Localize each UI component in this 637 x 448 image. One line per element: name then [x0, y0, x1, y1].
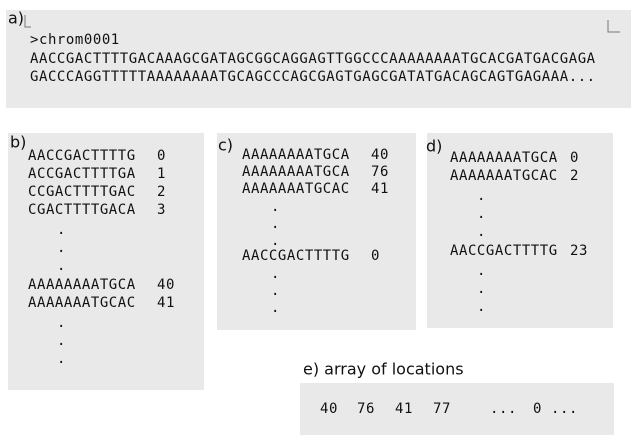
- location: 77: [433, 401, 451, 417]
- suffix: AAAAAAAATGCA: [450, 150, 558, 166]
- suffix: AAAAAAAATGCA: [242, 164, 350, 180]
- panel-label: e) array of locations: [303, 360, 464, 379]
- ellipsis-dot: .: [271, 283, 280, 299]
- panel-d-box: [427, 133, 613, 328]
- ellipsis-dot: .: [57, 222, 66, 238]
- panel-e-box: [300, 383, 614, 435]
- suffix: AAAAAAATGCAC: [450, 168, 558, 184]
- position: 41: [157, 295, 175, 311]
- panel-b-box: [8, 133, 204, 390]
- position: 0: [371, 248, 380, 264]
- panel-label: a): [8, 9, 24, 28]
- ellipsis-dot: .: [57, 333, 66, 349]
- position: 23: [570, 243, 588, 259]
- position: 41: [371, 181, 389, 197]
- ellipsis-dot: .: [477, 299, 486, 315]
- panel-a-box: [6, 10, 631, 108]
- suffix: CCGACTTTTGAC: [28, 184, 136, 200]
- ellipsis-dot: .: [271, 266, 280, 282]
- position: 2: [570, 168, 579, 184]
- suffix: AAAAAAAATGCA: [242, 147, 350, 163]
- position: 76: [371, 164, 389, 180]
- sequence-line: GACCCAGGTTTTTAAAAAAAATGCAGCCCAGCGAGTGAGC…: [30, 69, 596, 85]
- position: 40: [157, 277, 175, 293]
- position: 1: [157, 166, 166, 182]
- position: 0: [570, 150, 579, 166]
- suffix: AAAAAAATGCAC: [242, 181, 350, 197]
- suffix: AAAAAAAATGCA: [28, 277, 136, 293]
- location: 76: [357, 401, 375, 417]
- suffix: AAAAAAATGCAC: [28, 295, 136, 311]
- panel-label: d): [426, 137, 442, 156]
- location: ...: [551, 401, 578, 417]
- suffix: ACCGACTTTTGA: [28, 166, 136, 182]
- ellipsis-dot: .: [57, 315, 66, 331]
- location: 41: [395, 401, 413, 417]
- ellipsis-dot: .: [477, 224, 486, 240]
- position: 40: [371, 147, 389, 163]
- ellipsis-dot: .: [477, 188, 486, 204]
- ellipsis-dot: .: [477, 206, 486, 222]
- ellipsis-dot: .: [477, 281, 486, 297]
- panel-label: b): [10, 133, 26, 152]
- ellipsis-dot: .: [271, 216, 280, 232]
- position: 2: [157, 184, 166, 200]
- ellipsis-dot: .: [477, 263, 486, 279]
- suffix: CGACTTTTGACA: [28, 202, 136, 218]
- position: 3: [157, 202, 166, 218]
- ellipsis-dot: .: [271, 233, 280, 249]
- panel-c-box: [217, 133, 416, 330]
- location: ...: [490, 401, 517, 417]
- ellipsis-dot: .: [57, 240, 66, 256]
- corner-mark: [607, 20, 620, 33]
- ellipsis-dot: .: [57, 351, 66, 367]
- ellipsis-dot: .: [271, 199, 280, 215]
- suffix: AACCGACTTTTG: [450, 243, 558, 259]
- corner-mark: [24, 15, 31, 28]
- sequence-line: AACCGACTTTTGACAAAGCGATAGCGGCAGGAGTTGGCCC…: [30, 51, 596, 67]
- ellipsis-dot: .: [57, 258, 66, 274]
- suffix: AACCGACTTTTG: [28, 148, 136, 164]
- suffix: AACCGACTTTTG: [242, 248, 350, 264]
- position: 0: [157, 148, 166, 164]
- location: 40: [320, 401, 338, 417]
- ellipsis-dot: .: [271, 300, 280, 316]
- location: 0: [533, 401, 542, 417]
- sequence-header: >chrom0001: [30, 32, 120, 48]
- panel-label: c): [218, 136, 233, 155]
